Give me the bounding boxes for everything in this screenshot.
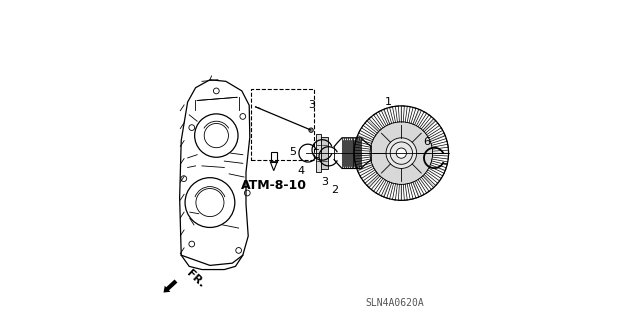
Circle shape xyxy=(396,148,406,158)
Text: 5: 5 xyxy=(289,146,296,157)
Text: SLN4A0620A: SLN4A0620A xyxy=(365,298,424,308)
Bar xyxy=(271,152,276,162)
Text: 2: 2 xyxy=(331,185,338,195)
Text: 1: 1 xyxy=(385,97,392,107)
Bar xyxy=(321,137,328,169)
Circle shape xyxy=(386,138,417,168)
Bar xyxy=(252,89,314,160)
Text: 6: 6 xyxy=(424,137,430,147)
Circle shape xyxy=(309,128,314,132)
Text: ATM-8-10: ATM-8-10 xyxy=(241,179,307,192)
Text: 4: 4 xyxy=(298,166,305,176)
Circle shape xyxy=(370,122,433,184)
Bar xyxy=(316,134,321,172)
Text: 3: 3 xyxy=(308,100,316,110)
Text: FR.: FR. xyxy=(184,269,206,290)
Text: 3: 3 xyxy=(321,177,328,187)
